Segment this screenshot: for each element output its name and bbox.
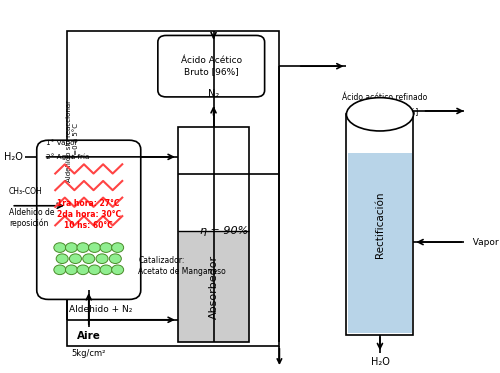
Circle shape — [110, 254, 122, 263]
Circle shape — [66, 243, 78, 253]
Text: 1° Vapor: 1° Vapor — [46, 139, 78, 146]
Text: CH₃-COOH  [99%]: CH₃-COOH [99%] — [351, 107, 418, 116]
Text: Aldehido sin reaccionar
T=0 a 5°C: Aldehido sin reaccionar T=0 a 5°C — [66, 100, 79, 182]
Circle shape — [100, 243, 112, 253]
FancyBboxPatch shape — [36, 140, 140, 300]
Circle shape — [77, 243, 89, 253]
Bar — [178, 127, 250, 231]
Bar — [346, 114, 414, 335]
Circle shape — [54, 243, 66, 253]
Text: Aire: Aire — [77, 331, 100, 341]
Text: N₂: N₂ — [208, 90, 219, 100]
Circle shape — [112, 265, 124, 275]
Circle shape — [88, 265, 101, 275]
FancyBboxPatch shape — [158, 35, 264, 97]
Text: Catalizador:
Acetato de Manganeso: Catalizador: Acetato de Manganeso — [138, 256, 226, 276]
Text: Ácido Acético
Bruto [96%]: Ácido Acético Bruto [96%] — [180, 56, 242, 76]
Bar — [67, 31, 280, 346]
Circle shape — [100, 265, 112, 275]
Text: Rectificación: Rectificación — [375, 191, 385, 258]
Circle shape — [112, 243, 124, 253]
Bar — [178, 127, 250, 342]
Text: 10 hs: 60°C: 10 hs: 60°C — [64, 221, 113, 230]
Circle shape — [70, 254, 82, 263]
Circle shape — [66, 265, 78, 275]
Bar — [348, 153, 412, 333]
Circle shape — [88, 243, 101, 253]
Text: η = 90%: η = 90% — [200, 226, 248, 236]
Text: CH₃-COH: CH₃-COH — [9, 188, 43, 197]
Text: H₂O: H₂O — [4, 152, 23, 162]
Text: 2° Agua fría: 2° Agua fría — [46, 153, 90, 160]
Circle shape — [56, 254, 68, 263]
Text: 5kg/cm²: 5kg/cm² — [72, 350, 106, 358]
Text: Aldehido + N₂: Aldehido + N₂ — [69, 305, 132, 314]
Text: Aldehido de
reposición: Aldehido de reposición — [9, 208, 54, 228]
Circle shape — [54, 265, 66, 275]
Text: Vapor: Vapor — [466, 238, 498, 247]
Ellipse shape — [346, 98, 414, 131]
Circle shape — [77, 265, 89, 275]
Text: Absorbedor: Absorbedor — [208, 254, 218, 319]
Circle shape — [82, 254, 95, 263]
Text: Ácido acético refinado: Ácido acético refinado — [342, 93, 427, 102]
Text: H₂O: H₂O — [370, 357, 390, 367]
Text: 1ra hora: 27°C: 1ra hora: 27°C — [58, 199, 120, 208]
Text: 2da hora: 30°C: 2da hora: 30°C — [56, 210, 121, 219]
Circle shape — [96, 254, 108, 263]
Bar — [178, 231, 250, 342]
